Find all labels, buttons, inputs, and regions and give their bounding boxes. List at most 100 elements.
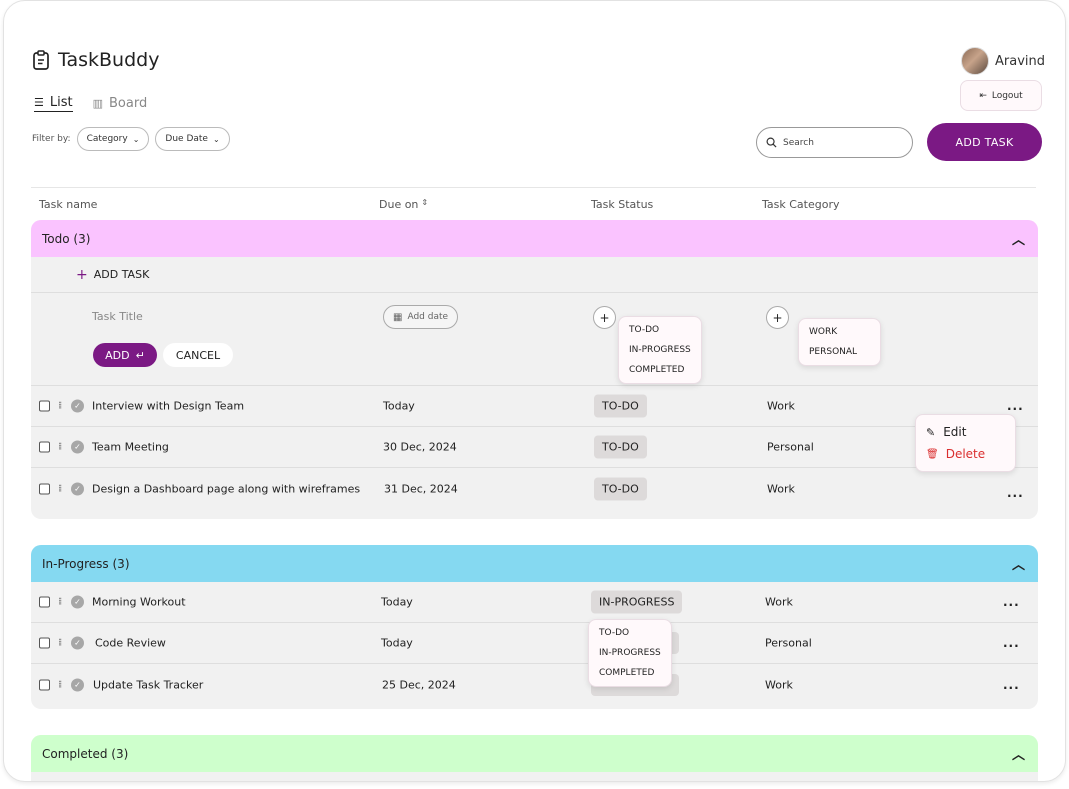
column-due-on-label: Due on bbox=[379, 198, 419, 211]
check-circle-icon[interactable]: ✓ bbox=[71, 440, 84, 454]
task-category: Work bbox=[765, 595, 793, 609]
drag-handle-icon[interactable]: ⁞⁞ bbox=[58, 679, 63, 690]
enter-icon: ↵ bbox=[135, 348, 145, 362]
status-badge[interactable]: TO-DO bbox=[594, 394, 647, 418]
list-icon: ☰ bbox=[34, 96, 44, 109]
cancel-button[interactable]: CANCEL bbox=[163, 343, 233, 367]
status-option[interactable]: TO-DO bbox=[629, 325, 660, 335]
completed-section-title: Completed (3) bbox=[42, 746, 129, 761]
task-due: Today bbox=[381, 636, 413, 650]
delete-label: Delete bbox=[945, 447, 986, 461]
row-checkbox[interactable] bbox=[39, 400, 50, 412]
todo-section: Todo (3) ︿ + ADD TASK Task Title ▦ Add d… bbox=[31, 220, 1038, 519]
task-due: 31 Dec, 2024 bbox=[384, 482, 458, 495]
task-category: Work bbox=[767, 399, 795, 413]
add-task-button[interactable]: ADD TASK bbox=[927, 123, 1042, 161]
category-option[interactable]: WORK bbox=[809, 327, 838, 337]
add-date-button[interactable]: ▦ Add date bbox=[383, 305, 459, 329]
tab-list[interactable]: ☰ List bbox=[34, 95, 73, 112]
check-circle-icon[interactable]: ✓ bbox=[71, 678, 84, 691]
plus-icon: + bbox=[599, 310, 610, 325]
more-icon[interactable]: ... bbox=[1007, 485, 1024, 500]
column-task-name: Task name bbox=[39, 198, 98, 211]
drag-handle-icon[interactable]: ⁞⁞ bbox=[58, 400, 63, 412]
status-badge[interactable]: TO-DO bbox=[594, 477, 647, 500]
delete-menu-item[interactable]: 🗑 Delete bbox=[916, 443, 1015, 465]
status-option[interactable]: IN-PROGRESS bbox=[599, 648, 661, 658]
row-checkbox[interactable] bbox=[39, 637, 50, 649]
chevron-down-icon: ⌄ bbox=[132, 134, 140, 144]
status-option[interactable]: COMPLETED bbox=[599, 668, 655, 678]
check-circle-icon[interactable]: ✓ bbox=[71, 482, 84, 495]
drag-handle-icon[interactable]: ⁞⁞ bbox=[58, 596, 63, 608]
check-circle-icon[interactable]: ✓ bbox=[71, 595, 84, 609]
row-checkbox[interactable] bbox=[39, 596, 50, 608]
task-category: Work bbox=[765, 678, 793, 691]
more-icon[interactable]: ... bbox=[1007, 399, 1024, 413]
status-badge[interactable]: IN-PROGRESS bbox=[591, 590, 683, 614]
view-tabs: ☰ List ▥ Board bbox=[34, 95, 147, 112]
task-name: Team Meeting bbox=[92, 440, 169, 454]
task-name: Interview with Design Team bbox=[92, 399, 245, 413]
edit-menu-item[interactable]: ✎ Edit bbox=[916, 421, 1015, 443]
due-date-filter[interactable]: Due Date ⌄ bbox=[155, 127, 230, 151]
table-row[interactable]: ⁞⁞ ✓ Design a Dashboard page along with … bbox=[31, 468, 1038, 509]
completed-section-header[interactable]: Completed (3) ︿ bbox=[31, 735, 1038, 772]
category-add-button[interactable]: + bbox=[766, 306, 789, 329]
drag-handle-icon[interactable]: ⁞⁞ bbox=[58, 441, 63, 453]
category-filter-label: Category bbox=[86, 134, 128, 144]
column-due-on[interactable]: Due on ⇕ bbox=[379, 198, 428, 211]
clipboard-icon bbox=[33, 50, 49, 70]
row-checkbox[interactable] bbox=[39, 441, 50, 453]
table-row[interactable]: ⁞⁞ ✓ Code Review Today Personal ... bbox=[31, 623, 1038, 664]
status-option[interactable]: IN-PROGRESS bbox=[629, 345, 691, 355]
chevron-down-icon: ⌄ bbox=[212, 134, 220, 144]
task-name: Design a Dashboard page along with wiref… bbox=[92, 482, 361, 495]
add-task-inline-label: ADD TASK bbox=[93, 268, 150, 281]
inprogress-section-title: In-Progress (3) bbox=[42, 556, 130, 571]
chevron-up-icon[interactable]: ︿ bbox=[1011, 558, 1025, 573]
todo-section-header[interactable]: Todo (3) ︿ bbox=[31, 220, 1038, 257]
tab-board-label: Board bbox=[109, 96, 148, 111]
add-task-row[interactable]: + ADD TASK bbox=[31, 257, 1038, 293]
search-icon bbox=[766, 137, 777, 148]
check-circle-icon[interactable]: ✓ bbox=[71, 399, 84, 413]
row-checkbox[interactable] bbox=[39, 679, 50, 690]
status-add-button[interactable]: + bbox=[593, 306, 616, 329]
table-row[interactable]: ⁞⁞ ✓ Morning Workout Today IN-PROGRESS W… bbox=[31, 582, 1038, 623]
table-row[interactable]: ⁞⁞ ✓ Update Task Tracker 25 Dec, 2024 Wo… bbox=[31, 664, 1038, 705]
add-button[interactable]: ADD ↵ bbox=[93, 343, 157, 367]
category-option[interactable]: PERSONAL bbox=[809, 347, 858, 357]
tab-list-label: List bbox=[49, 95, 73, 110]
category-dropdown: WORK PERSONAL bbox=[798, 318, 881, 366]
user-profile[interactable]: Aravind bbox=[961, 47, 1045, 75]
drag-handle-icon[interactable]: ⁞⁞ bbox=[58, 483, 63, 494]
chevron-up-icon[interactable]: ︿ bbox=[1011, 233, 1025, 248]
status-option[interactable]: TO-DO bbox=[599, 628, 630, 638]
due-date-filter-label: Due Date bbox=[165, 134, 208, 144]
task-category: Work bbox=[767, 482, 795, 495]
column-task-status: Task Status bbox=[591, 198, 654, 211]
status-badge[interactable]: TO-DO bbox=[594, 435, 647, 459]
category-filter[interactable]: Category ⌄ bbox=[76, 127, 150, 151]
more-icon[interactable]: ... bbox=[1003, 595, 1020, 609]
add-date-label: Add date bbox=[407, 312, 449, 322]
task-title-input[interactable]: Task Title bbox=[92, 310, 143, 323]
status-dropdown: TO-DO IN-PROGRESS COMPLETED bbox=[588, 619, 672, 687]
tab-board[interactable]: ▥ Board bbox=[93, 95, 148, 112]
row-checkbox[interactable] bbox=[39, 483, 50, 494]
search-input[interactable]: Search bbox=[756, 127, 913, 158]
status-option[interactable]: COMPLETED bbox=[629, 365, 685, 375]
more-icon[interactable]: ... bbox=[1003, 636, 1020, 650]
check-circle-icon[interactable]: ✓ bbox=[71, 636, 84, 650]
pencil-icon: ✎ bbox=[926, 425, 936, 439]
table-row[interactable]: ⁞⁞ ✓ Team Meeting 30 Dec, 2024 TO-DO Per… bbox=[31, 427, 1038, 468]
more-icon[interactable]: ... bbox=[1003, 677, 1020, 692]
plus-icon: + bbox=[772, 310, 783, 325]
inprogress-section-header[interactable]: In-Progress (3) ︿ bbox=[31, 545, 1038, 582]
task-name: Morning Workout bbox=[92, 595, 186, 609]
chevron-up-icon[interactable]: ︿ bbox=[1011, 748, 1025, 763]
table-row[interactable]: ⁞⁞ ✓ Interview with Design Team Today TO… bbox=[31, 386, 1038, 427]
logout-button[interactable]: ⇤ Logout bbox=[960, 80, 1042, 111]
drag-handle-icon[interactable]: ⁞⁞ bbox=[58, 637, 63, 649]
